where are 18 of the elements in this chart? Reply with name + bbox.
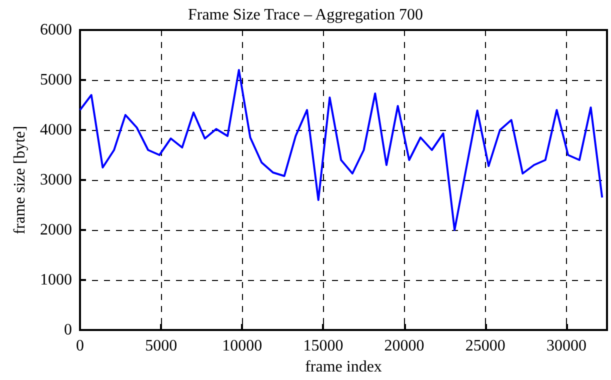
chart-title: Frame Size Trace – Aggregation 700 [188, 6, 424, 24]
x-tick-label: 15000 [303, 338, 344, 354]
y-tick-label: 5000 [40, 72, 72, 88]
line-series [79, 69, 604, 231]
x-tick-label: 25000 [465, 338, 506, 354]
x-axis-title: frame index [305, 358, 382, 376]
x-tick-label: 0 [76, 338, 84, 354]
y-tick-label: 2000 [40, 222, 72, 238]
x-tick-label: 10000 [222, 338, 262, 354]
x-tick-label: 30000 [546, 338, 586, 354]
x-tick-label: 20000 [384, 338, 424, 354]
y-tick-label: 1000 [40, 272, 72, 288]
y-tick-label: 3000 [40, 172, 72, 188]
y-axis-title: frame size [byte] [12, 126, 28, 234]
y-tick-label: 6000 [40, 22, 72, 38]
y-tick-label: 4000 [40, 122, 72, 138]
x-tick-label: 5000 [145, 338, 178, 354]
y-tick-label: 0 [64, 322, 72, 338]
